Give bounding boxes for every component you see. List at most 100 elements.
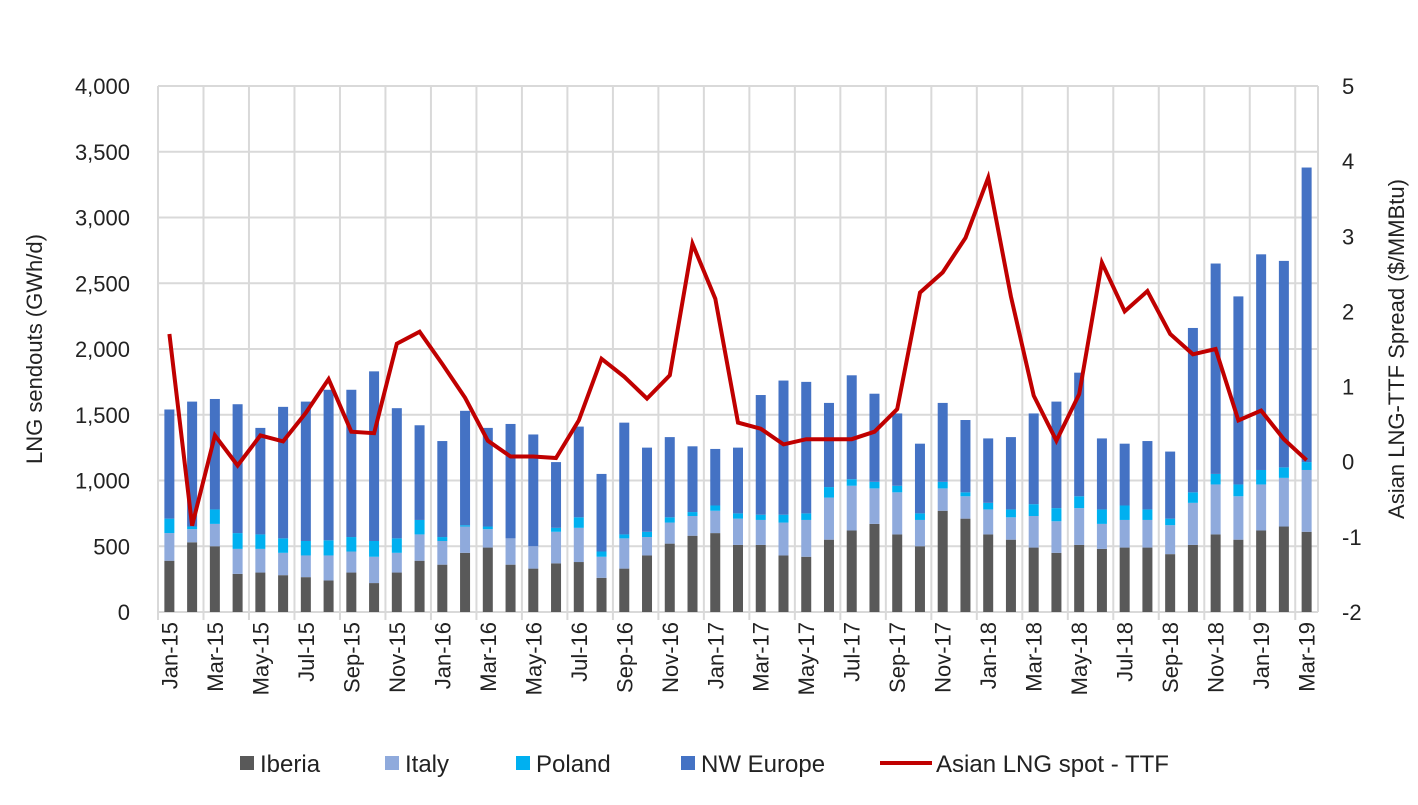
bar-italy: [369, 557, 379, 583]
legend-swatch: [516, 756, 530, 770]
bar-iberia: [1006, 540, 1016, 612]
bar-nw-europe: [506, 424, 516, 538]
bar-iberia: [1029, 548, 1039, 612]
bar-italy: [1006, 517, 1016, 539]
bar-italy: [528, 546, 538, 568]
bar-italy: [255, 549, 265, 573]
bar-nw-europe: [1233, 296, 1243, 484]
bar-italy: [938, 488, 948, 510]
bar-nw-europe: [597, 474, 607, 552]
bar-poland: [597, 552, 607, 557]
bar-nw-europe: [392, 408, 402, 538]
bar-italy: [1165, 525, 1175, 554]
bar-poland: [733, 513, 743, 518]
y2-tick-label: -2: [1342, 600, 1362, 625]
x-tick-label: Sep-18: [1158, 622, 1183, 693]
bar-italy: [233, 549, 243, 574]
x-tick-label: May-17: [794, 622, 819, 695]
y-tick-label: 4,000: [75, 74, 130, 99]
bar-poland: [1074, 496, 1084, 508]
bar-nw-europe: [869, 394, 879, 482]
bar-iberia: [642, 555, 652, 612]
bar-nw-europe: [892, 413, 902, 485]
bar-nw-europe: [574, 427, 584, 518]
bar-poland: [233, 533, 243, 549]
y-axis-title: LNG sendouts (GWh/d): [22, 234, 47, 464]
bar-iberia: [915, 546, 925, 612]
bar-poland: [437, 537, 447, 541]
bar-poland: [415, 520, 425, 534]
bar-italy: [164, 533, 174, 561]
bar-iberia: [346, 573, 356, 612]
x-tick-label: Jan-19: [1249, 622, 1274, 689]
bar-italy: [619, 538, 629, 568]
bar-italy: [801, 520, 811, 557]
bar-nw-europe: [437, 441, 447, 537]
legend-label: NW Europe: [701, 751, 825, 778]
bar-poland: [778, 515, 788, 523]
bar-italy: [642, 537, 652, 555]
x-tick-label: Jul-16: [567, 622, 592, 682]
y2-tick-label: 5: [1342, 74, 1354, 99]
bar-nw-europe: [415, 425, 425, 520]
bar-nw-europe: [324, 390, 334, 541]
bar-italy: [1074, 508, 1084, 545]
bar-italy: [324, 555, 334, 580]
bar-poland: [1120, 505, 1130, 519]
bar-italy: [278, 553, 288, 575]
x-tick-label: May-16: [521, 622, 546, 695]
x-tick-label: May-15: [248, 622, 273, 695]
bar-nw-europe: [301, 402, 311, 541]
y-tick-label: 3,000: [75, 206, 130, 231]
bar-nw-europe: [346, 390, 356, 537]
bar-iberia: [460, 553, 470, 612]
bar-iberia: [710, 533, 720, 612]
bar-poland: [801, 513, 811, 520]
bar-iberia: [1142, 548, 1152, 612]
bar-poland: [983, 503, 993, 510]
bar-nw-europe: [688, 446, 698, 512]
x-tick-label: Jul-18: [1113, 622, 1138, 682]
bar-italy: [301, 555, 311, 577]
bar-poland: [619, 534, 629, 538]
bar-iberia: [483, 548, 493, 612]
bar-iberia: [778, 555, 788, 612]
bar-poland: [1256, 470, 1266, 484]
x-tick-label: Jan-15: [157, 622, 182, 689]
bar-italy: [506, 538, 516, 564]
x-tick-label: Nov-17: [931, 622, 956, 693]
bar-iberia: [1279, 527, 1289, 612]
y2-tick-label: 2: [1342, 299, 1354, 324]
bar-nw-europe: [1006, 437, 1016, 509]
bar-nw-europe: [1302, 168, 1312, 463]
bar-nw-europe: [619, 423, 629, 535]
bar-italy: [1188, 503, 1198, 545]
bar-poland: [392, 538, 402, 552]
bar-poland: [210, 509, 220, 523]
bar-italy: [665, 523, 675, 544]
bar-italy: [346, 552, 356, 573]
bar-nw-europe: [1029, 413, 1039, 504]
bar-nw-europe: [551, 462, 561, 528]
bar-italy: [824, 498, 834, 540]
x-tick-label: Mar-17: [749, 622, 774, 692]
x-tick-label: Jul-17: [840, 622, 865, 682]
bar-poland: [710, 505, 720, 510]
bar-italy: [1120, 520, 1130, 548]
bar-iberia: [1120, 548, 1130, 612]
bar-poland: [892, 486, 902, 493]
bar-italy: [778, 523, 788, 556]
y2-tick-label: 0: [1342, 450, 1354, 475]
bar-nw-europe: [1120, 444, 1130, 506]
bar-poland: [1006, 509, 1016, 517]
bar-nw-europe: [915, 444, 925, 514]
legend-label: Italy: [405, 751, 449, 778]
bar-poland: [369, 541, 379, 557]
bar-italy: [1279, 478, 1289, 527]
bar-iberia: [847, 530, 857, 612]
bar-iberia: [1165, 554, 1175, 612]
bar-iberia: [665, 544, 675, 612]
y-tick-label: 3,500: [75, 140, 130, 165]
bar-iberia: [960, 519, 970, 612]
